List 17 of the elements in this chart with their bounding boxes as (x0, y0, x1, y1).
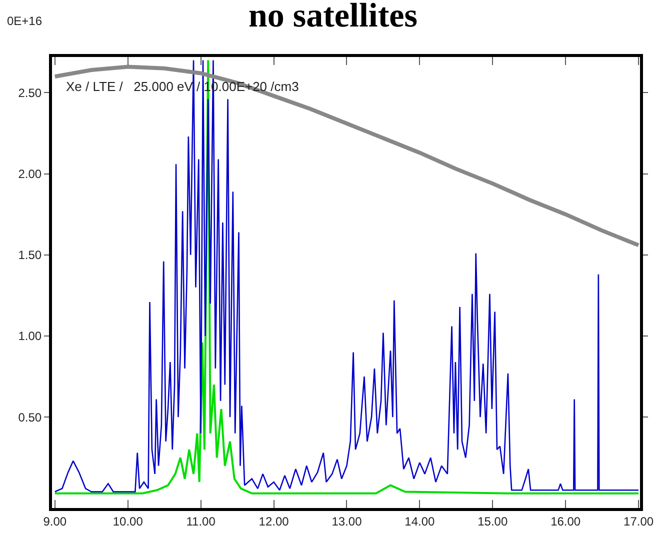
y-tick-label: 2.00 (18, 167, 42, 182)
x-tick-label: 17.00 (624, 514, 654, 528)
y-tick-label: 2.50 (18, 86, 42, 100)
x-tick-label: 15.00 (478, 514, 508, 528)
x-tick-label: 16.00 (550, 514, 581, 528)
x-tick-label: 9.00 (43, 514, 67, 528)
chart-title: no satellites (248, 0, 418, 35)
x-tick-label: 12.00 (258, 514, 290, 528)
x-tick-label: 14.00 (404, 514, 436, 528)
y-tick-label: 0.50 (18, 410, 42, 424)
text: 0E+16 (7, 14, 42, 28)
x-tick-label: 10.00 (112, 514, 144, 528)
x-tick-label: 13.00 (332, 514, 362, 528)
line-series (52, 64, 640, 248)
x-tick-label: 11.00 (186, 514, 216, 528)
y-tick-label: 1.00 (18, 329, 42, 344)
y-tick-label: 1.50 (18, 248, 42, 262)
